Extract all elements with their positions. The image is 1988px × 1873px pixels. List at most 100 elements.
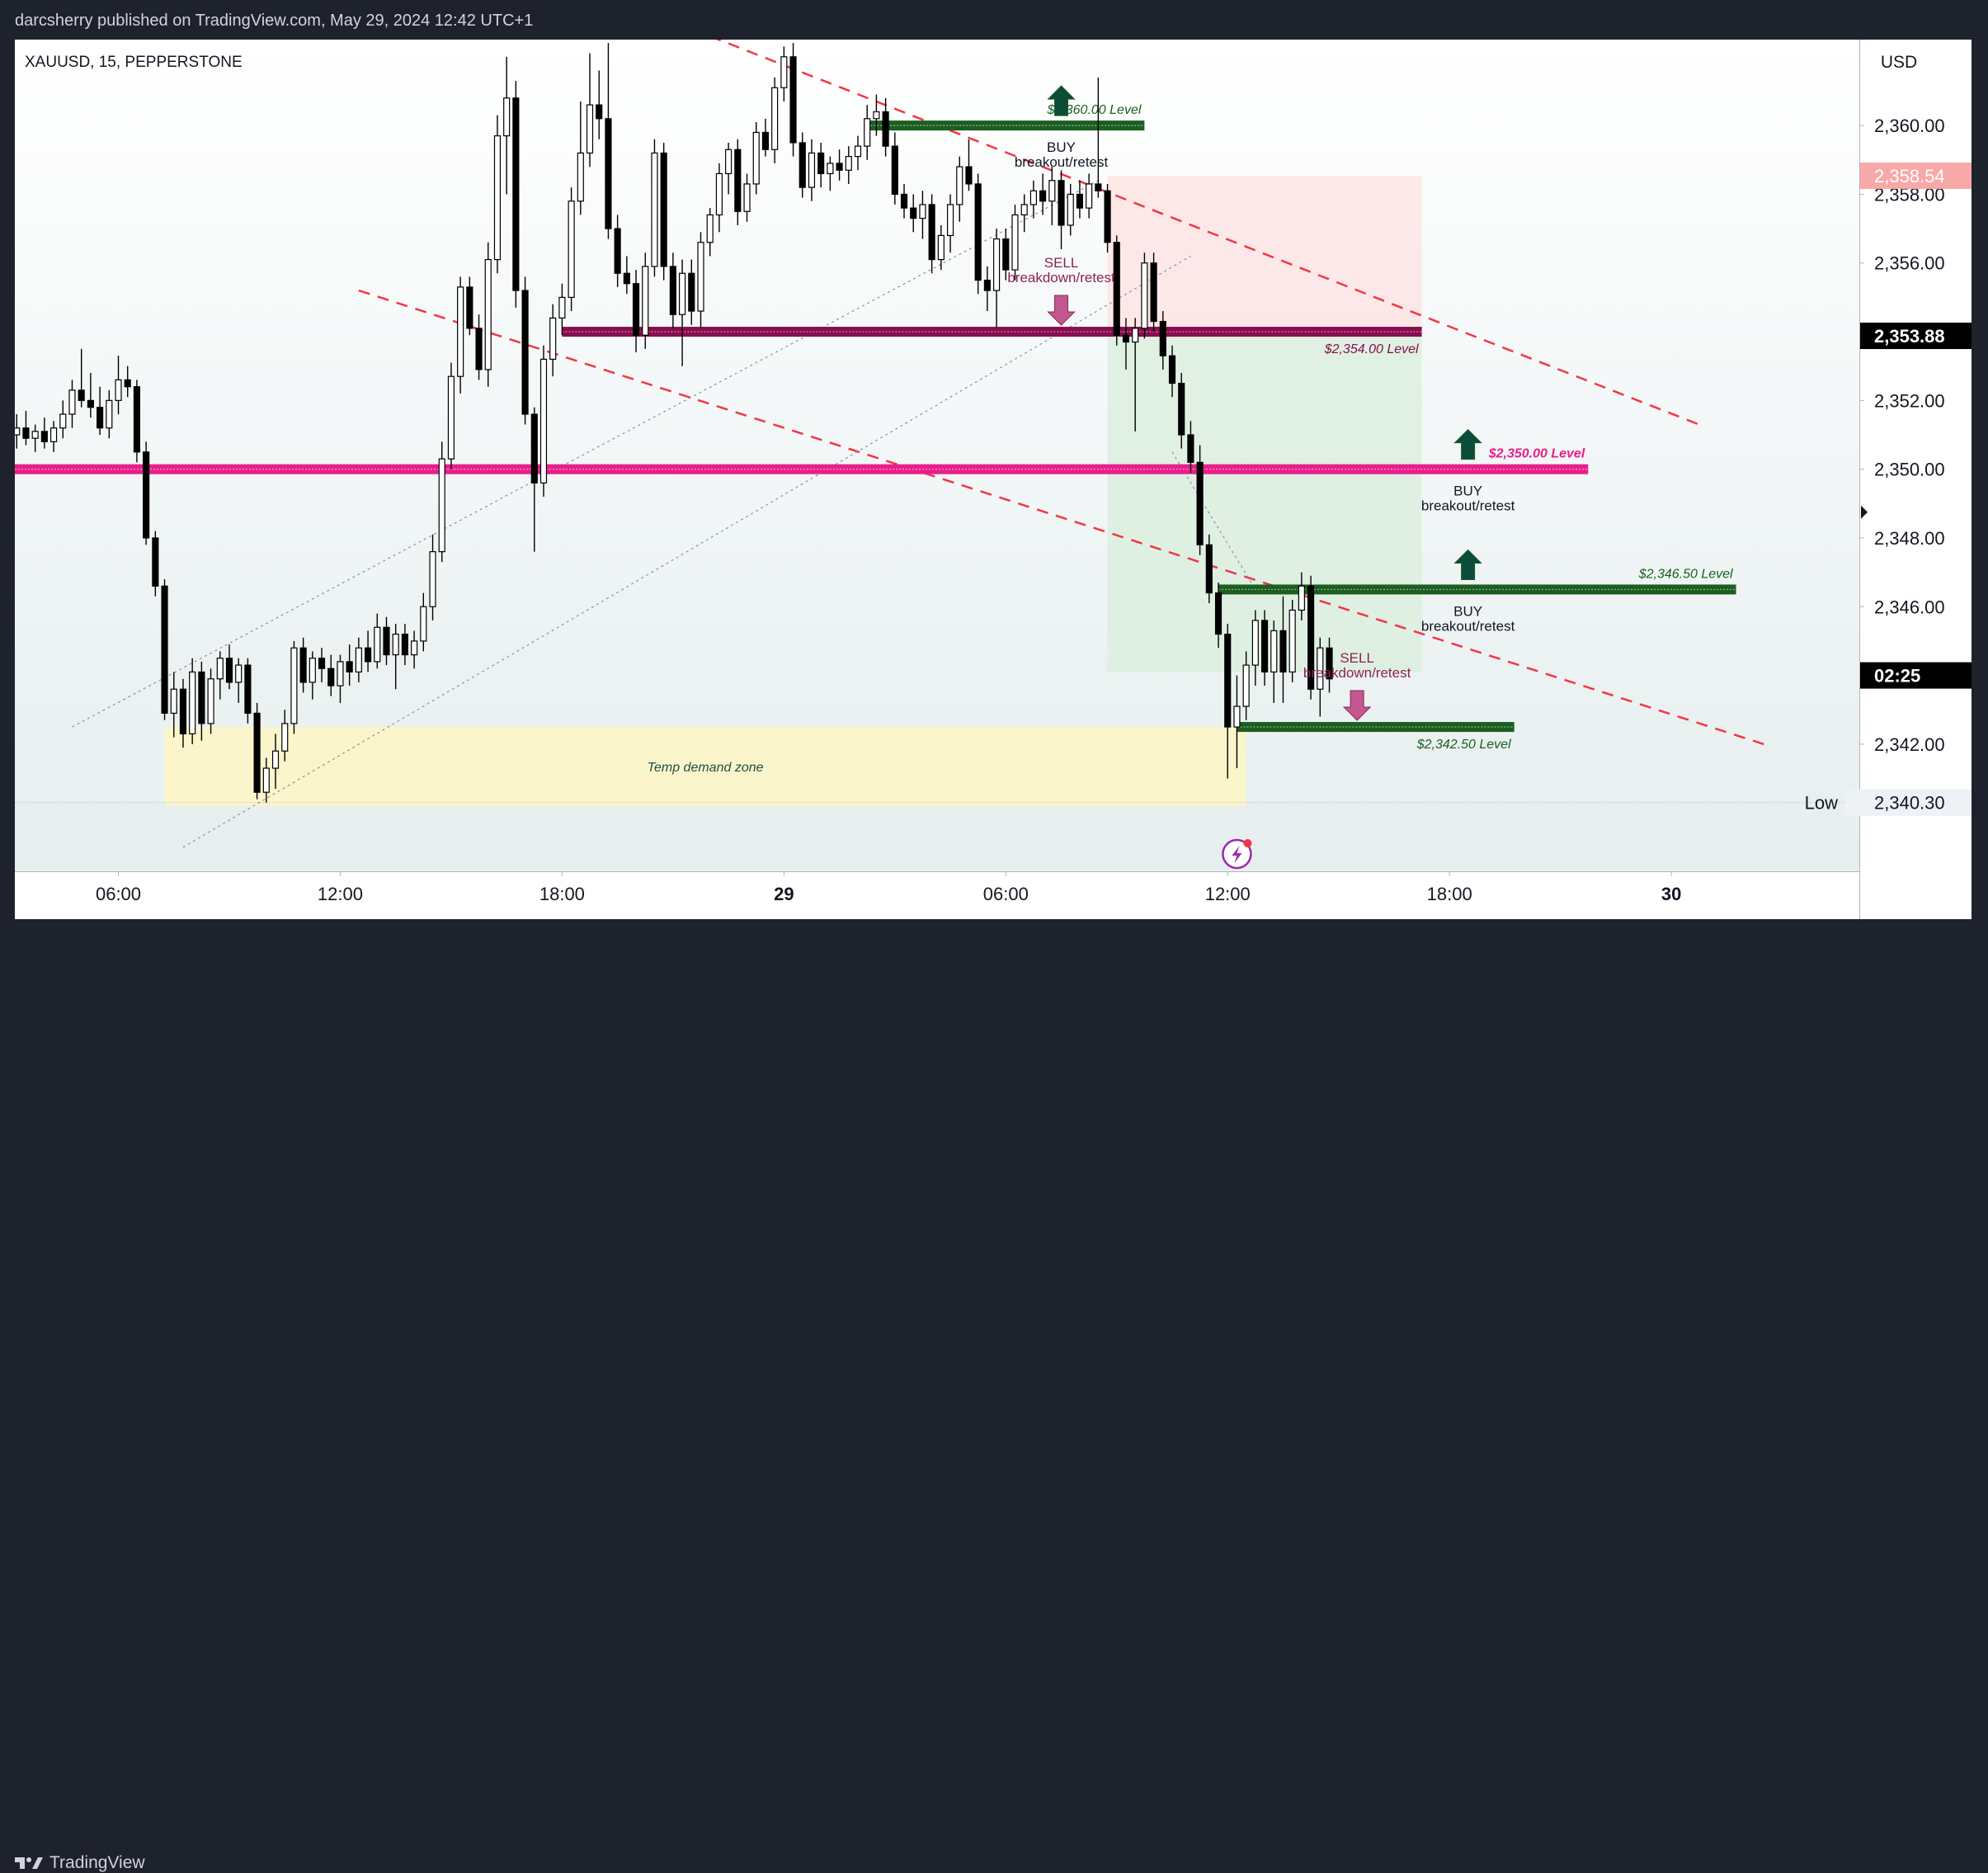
candle-body-54 [512, 97, 520, 291]
sell-arrow-icon-4 [1342, 690, 1372, 721]
y-tick-label-7: 2,346.00 [1874, 597, 1945, 617]
candle-body-122 [1141, 262, 1148, 329]
zone-label-0: Temp demand zone [648, 761, 764, 775]
candle-body-60 [568, 201, 575, 298]
price-badge-0 [1860, 162, 1972, 189]
candle-body-28 [271, 750, 280, 769]
candle-body-9 [97, 407, 104, 429]
candle-body-15 [152, 537, 159, 587]
candle-body-57 [539, 358, 548, 484]
candle-body-129 [1205, 544, 1213, 594]
candle-body-14 [143, 451, 150, 539]
candle-body-10 [106, 399, 113, 429]
candle-body-45 [429, 551, 436, 607]
candle-body-100 [937, 234, 945, 261]
axis-scroll-arrow-icon [1861, 505, 1868, 519]
buy-arrow-icon-3 [1453, 549, 1482, 580]
annotation-title-2: BUY [1453, 484, 1482, 499]
candle-body-35 [337, 661, 344, 686]
candle-body-131 [1224, 633, 1232, 728]
candle-body-11 [115, 379, 122, 401]
candle-body-75 [706, 214, 714, 243]
candle-body-101 [946, 204, 954, 237]
candle-body-136 [1270, 630, 1278, 673]
low-badge [1844, 789, 1972, 816]
candle-body-111 [1039, 190, 1047, 202]
candle-body-32 [309, 658, 316, 683]
candle-body-13 [133, 386, 140, 453]
candle-body-81 [761, 131, 770, 150]
candle-body-91 [854, 145, 862, 158]
zone-0 [164, 727, 1246, 806]
candle-body-118 [1104, 190, 1111, 243]
publish-bar: darcsherry published on TradingView.com,… [0, 0, 1988, 40]
candle-body-84 [789, 56, 797, 144]
candle-body-79 [743, 183, 751, 212]
candle-body-22 [216, 658, 224, 680]
candle-body-139 [1298, 585, 1305, 611]
candle-body-61 [577, 152, 584, 202]
candle-body-50 [475, 328, 483, 370]
candle-body-117 [1095, 183, 1102, 191]
candle-body-95 [891, 145, 898, 196]
low-prefix: Low [1805, 793, 1838, 814]
currency-label: USD [1881, 53, 1917, 72]
candle-body-90 [845, 156, 852, 171]
candle-body-1 [22, 427, 30, 439]
level-label-3: $2,346.50 Level [1638, 567, 1733, 581]
x-tick-label-2: 18:00 [539, 884, 585, 904]
candle-body-68 [642, 266, 649, 336]
candle-body-52 [493, 135, 502, 261]
price-badge-label-0: 2,358.54 [1874, 166, 1945, 186]
candle-body-132 [1233, 705, 1241, 728]
candle-body-0 [15, 427, 21, 436]
candle-body-121 [1132, 328, 1139, 343]
annotation-title-3: BUY [1453, 603, 1482, 619]
publish-info: darcsherry published on TradingView.com,… [15, 12, 534, 30]
symbol-legend: XAUUSD, 15, PEPPERSTONE [25, 54, 243, 71]
candle-body-34 [327, 668, 335, 686]
tradingview-logo[interactable]: TradingView [15, 1853, 145, 1873]
candle-body-19 [189, 671, 196, 734]
candle-body-42 [401, 633, 408, 656]
candle-body-96 [900, 193, 908, 209]
candle-body-82 [771, 87, 779, 150]
time-axis-background [15, 871, 1859, 919]
candle-body-2 [31, 431, 39, 439]
candle-body-5 [59, 413, 67, 429]
candle-body-87 [817, 152, 825, 175]
y-tick-label-2: 2,356.00 [1874, 253, 1945, 274]
candle-body-123 [1150, 262, 1157, 323]
candle-body-55 [521, 290, 529, 415]
y-tick-label-5: 2,350.00 [1874, 460, 1945, 480]
channel-line-3 [182, 255, 1191, 848]
low-badge-label: 2,340.30 [1874, 793, 1945, 814]
candle-body-51 [484, 258, 492, 370]
event-dot-icon [1243, 839, 1252, 847]
candle-body-98 [919, 204, 926, 219]
candle-body-103 [965, 166, 973, 185]
candle-body-17 [170, 688, 177, 714]
candle-body-12 [124, 379, 131, 388]
annotation-sub-4: breakdown/retest [1303, 665, 1411, 681]
chart-area[interactable]: Temp demand zone $2,360.00 Level $2,354.00… [15, 40, 1972, 919]
candle-body-3 [40, 431, 48, 442]
candle-body-24 [235, 664, 243, 683]
annotation-sub-2: breakout/retest [1421, 498, 1515, 514]
candle-body-31 [299, 647, 307, 683]
candle-body-78 [734, 149, 742, 212]
candle-body-66 [623, 272, 630, 285]
x-tick-label-1: 12:00 [318, 884, 363, 904]
candle-body-7 [78, 389, 85, 401]
price-chart[interactable]: Temp demand zone $2,360.00 Level $2,354.00… [15, 40, 1972, 919]
candle-body-69 [651, 152, 658, 267]
x-tick-label-0: 06:00 [96, 884, 141, 904]
footer-brand: TradingView [49, 1853, 145, 1872]
tradingview-logo-icon [15, 1857, 43, 1869]
resistance-trendline-0 [358, 289, 1764, 746]
candle-body-38 [365, 647, 372, 663]
